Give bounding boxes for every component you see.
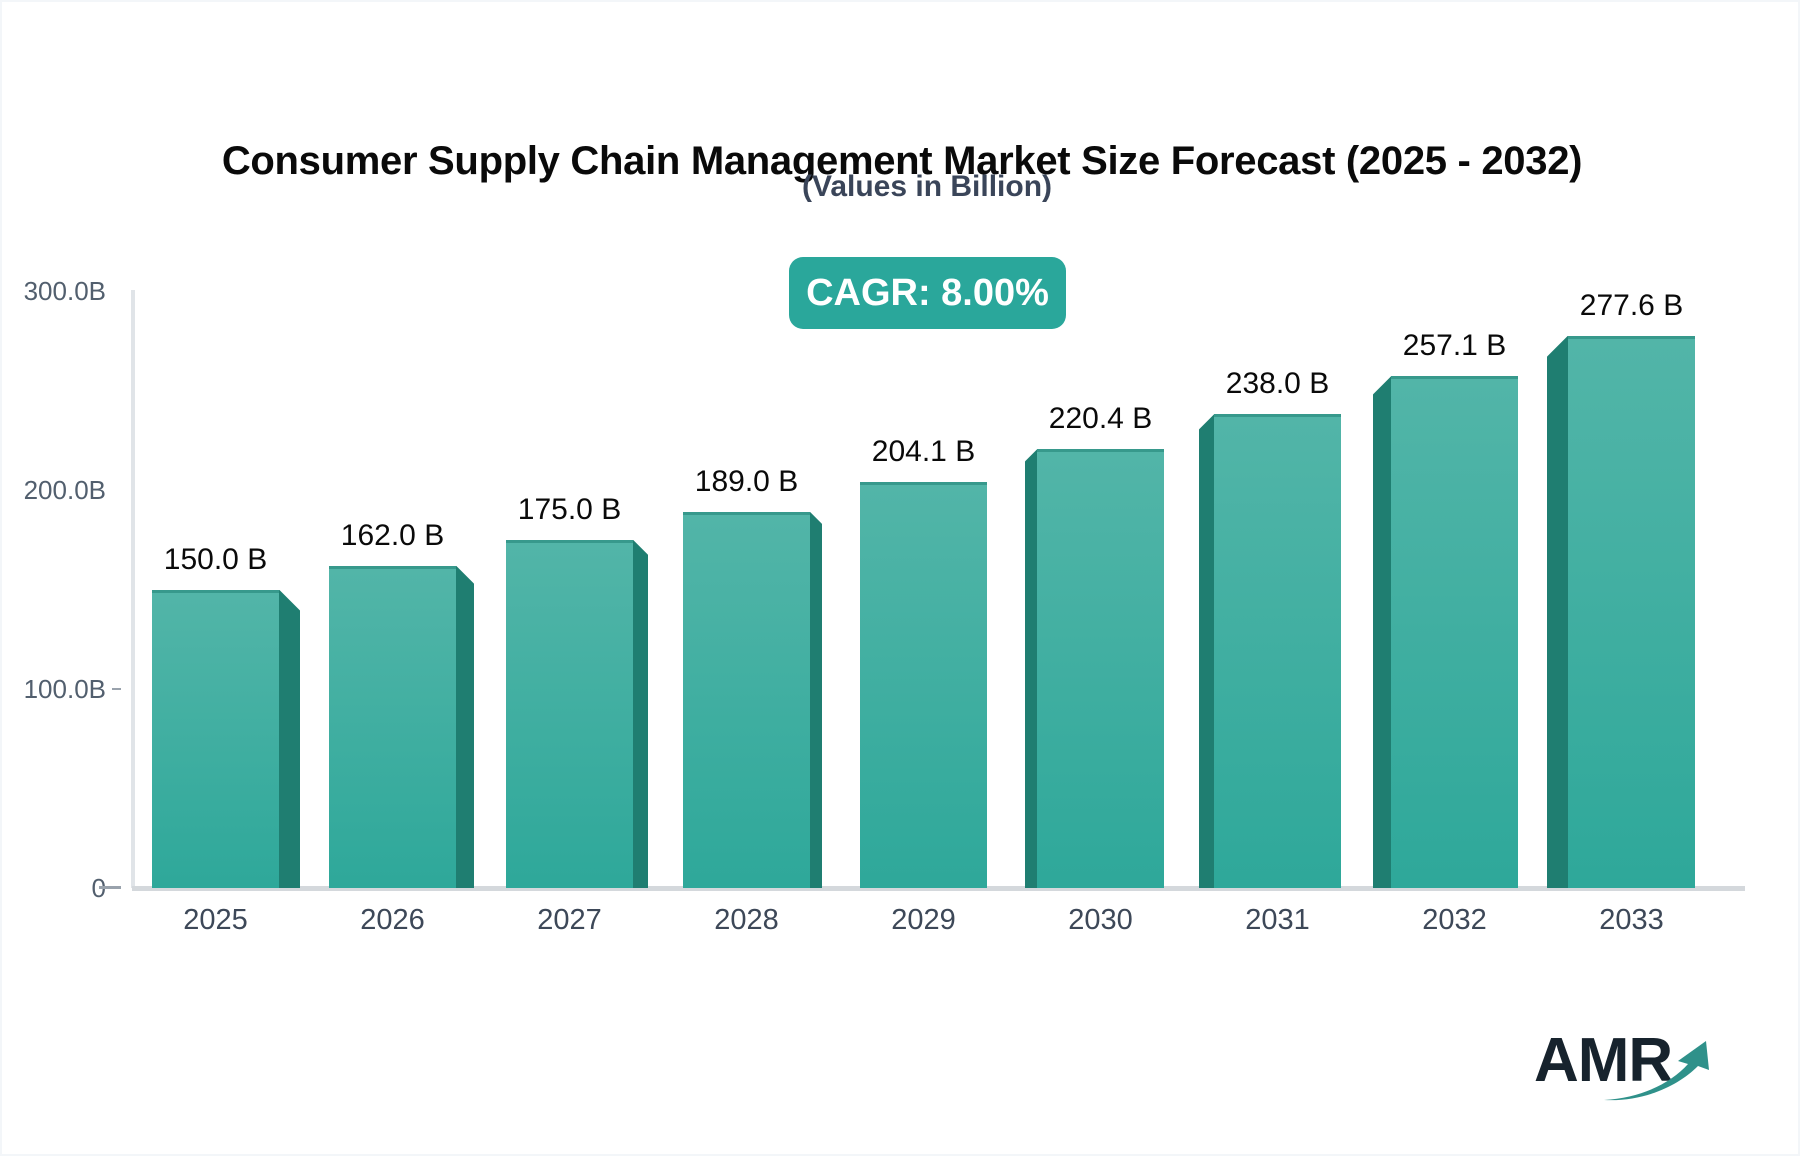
bar-value-label: 238.0 B [1225,367,1330,401]
bar-side-face [1025,449,1037,888]
y-axis-line [131,290,135,888]
y-axis-label: 0 [2,872,106,904]
x-axis-label: 2027 [537,904,602,936]
bar-value-label: 220.4 B [1048,402,1153,436]
bar-value-label: 175.0 B [517,492,622,526]
chart-subtitle: (Values in Billion) [801,170,1053,203]
bar-value-label: 150.0 B [163,542,268,576]
cagr-badge: CAGR: 8.00% [789,257,1066,329]
bar-2026[interactable] [329,565,456,888]
y-axis-tick [112,688,121,690]
bar-2032[interactable] [1391,376,1518,888]
bar-2029[interactable] [860,481,987,888]
x-axis-label: 2032 [1422,904,1487,936]
bar-2030[interactable] [1037,449,1164,888]
bar-value-label: 204.1 B [871,434,976,468]
bar-value-label: 162.0 B [340,518,445,552]
bar-2028[interactable] [683,511,810,888]
bar-2025[interactable] [152,589,279,888]
bar-2031[interactable] [1214,414,1341,888]
x-axis-label: 2029 [891,904,956,936]
amr-logo-text: AMR [1534,1026,1673,1095]
y-axis-label: 100.0B [23,674,106,704]
x-axis-label: 2025 [183,904,248,936]
bar-side-face [456,565,474,888]
bar-value-label: 257.1 B [1402,329,1507,363]
bar-2033[interactable] [1568,335,1695,888]
y-axis-label: 300.0B [23,276,106,306]
x-axis-label: 2026 [360,904,425,936]
growth-arrow-icon [1604,1041,1709,1101]
bar-value-label: 189.0 B [694,464,799,498]
bar-side-face [279,589,300,888]
amr-logo[interactable]: AMR [1534,1026,1744,1118]
x-axis-label: 2028 [714,904,779,936]
bar-side-face [1199,414,1214,888]
bar-value-label: 277.6 B [1579,288,1684,322]
bar-side-face [810,511,822,888]
chart-title: Consumer Supply Chain Management Market … [221,138,1583,183]
y-axis-tick [99,886,121,889]
bar-side-face [633,539,648,888]
bar-side-face [1373,376,1391,888]
x-axis-label: 2033 [1599,904,1664,936]
y-axis-label: 200.0B [23,475,106,505]
bar-2027[interactable] [506,539,633,888]
bar-side-face [1547,335,1568,888]
x-axis-line [132,886,1745,891]
x-axis-label: 2030 [1068,904,1133,936]
x-axis-label: 2031 [1245,904,1310,936]
